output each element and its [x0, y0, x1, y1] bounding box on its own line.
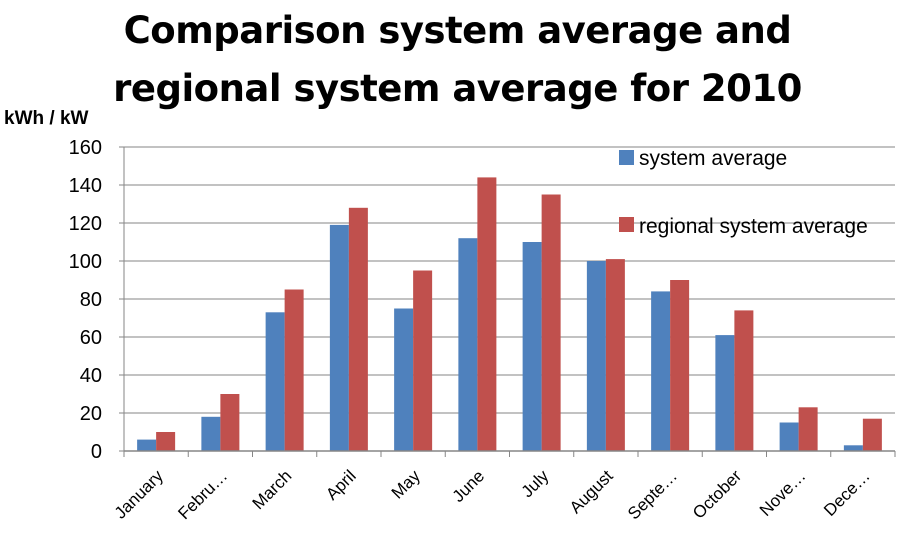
chart-title: Comparison system average and regional s…	[0, 2, 915, 118]
chart-title-line1: Comparison system average and	[123, 9, 792, 52]
y-tick-label: 40	[80, 365, 102, 387]
y-tick-label: 20	[80, 403, 102, 425]
bar-regional-2	[284, 289, 304, 451]
bar-system-0	[137, 439, 157, 451]
y-tick-label: 120	[69, 213, 102, 235]
bar-system-4	[394, 308, 414, 451]
bar-system-10	[779, 422, 799, 451]
bar-system-5	[458, 238, 478, 451]
bar-system-8	[651, 291, 671, 451]
bar-regional-8	[670, 280, 690, 451]
y-axis-label: kWh / kW	[4, 108, 89, 129]
bar-regional-9	[734, 310, 754, 451]
y-tick-label: 80	[80, 289, 102, 311]
x-category-label: August	[566, 466, 617, 517]
bar-system-1	[201, 416, 221, 451]
x-category-label: Febru…	[174, 466, 231, 523]
gridlines	[119, 146, 895, 452]
x-category-label: January	[111, 466, 168, 523]
bar-system-9	[715, 335, 735, 451]
x-category-label: April	[322, 466, 359, 503]
x-category-label: Nove…	[756, 466, 810, 520]
bar-regional-10	[798, 407, 818, 451]
legend: system average regional system average	[619, 147, 868, 238]
bar-regional-6	[541, 194, 561, 451]
bar-regional-4	[413, 270, 433, 451]
bar-regional-5	[477, 177, 497, 451]
chart-title-line2: regional system average for 2010	[113, 67, 802, 110]
bar-system-3	[329, 224, 349, 451]
legend-swatch-0	[619, 150, 634, 165]
bar-regional-7	[605, 259, 625, 451]
bar-system-7	[586, 261, 606, 451]
x-category-labels: January Febru… March April May June July August…	[111, 466, 874, 523]
bar-regional-1	[220, 394, 240, 451]
y-tick-label: 0	[91, 441, 102, 463]
x-category-label: July	[518, 466, 553, 501]
bar-regional-0	[156, 432, 176, 451]
bar-regional-11	[862, 418, 882, 451]
y-tick-label: 160	[69, 137, 102, 159]
legend-swatch-1	[619, 217, 634, 232]
x-category-label: March	[249, 466, 296, 513]
y-tick-labels: 0 20 40 60 80 100 120 140 160	[69, 137, 102, 463]
axes	[123, 147, 896, 457]
bar-system-11	[843, 445, 863, 451]
legend-label-0: system average	[639, 147, 787, 170]
bar-system-2	[265, 312, 285, 451]
x-category-label: Dece…	[820, 466, 874, 520]
x-category-label: May	[388, 466, 424, 502]
y-tick-label: 140	[69, 175, 102, 197]
x-category-label: Septe…	[624, 466, 681, 523]
x-category-label: October	[689, 466, 745, 522]
legend-label-1: regional system average	[639, 215, 868, 238]
y-tick-label: 60	[80, 327, 102, 349]
y-tick-label: 100	[69, 251, 102, 273]
bar-system-6	[522, 242, 542, 451]
bar-regional-3	[348, 207, 368, 451]
bars	[137, 177, 882, 451]
x-category-label: June	[449, 466, 489, 506]
